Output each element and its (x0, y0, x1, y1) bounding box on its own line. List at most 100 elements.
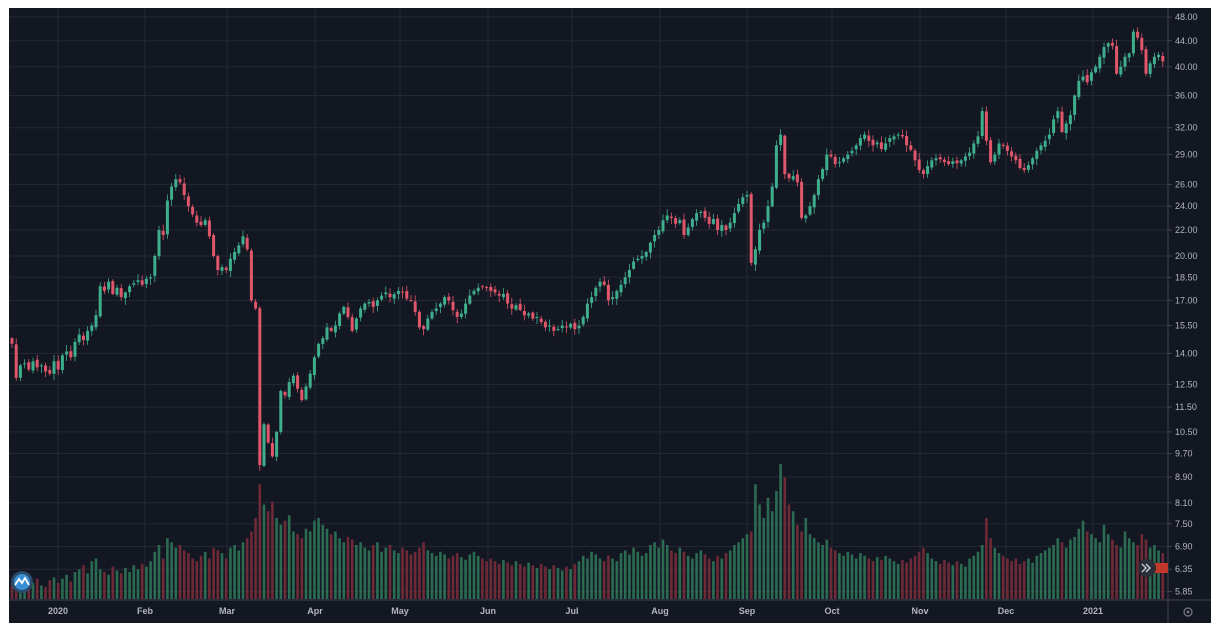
candle-body (317, 343, 321, 357)
candle-body (123, 292, 127, 299)
candle-body (287, 382, 291, 398)
price-tick-label: 12.50 (1175, 379, 1198, 389)
candle (52, 354, 56, 381)
candle (48, 366, 52, 376)
candle (136, 273, 140, 286)
volume-bar (871, 561, 875, 599)
candle-body (233, 251, 237, 260)
candle-body (283, 392, 287, 396)
candle (501, 287, 505, 300)
candle (606, 279, 610, 306)
volume-bar (262, 504, 266, 599)
volume-bar (695, 553, 698, 599)
price-axis[interactable]: 48.00 44.00 40.00 36.00 32.00 29.00 26.00 24.00… (1168, 12, 1198, 597)
candle-body (480, 286, 484, 288)
candle-body (829, 154, 833, 157)
candle (1001, 142, 1005, 149)
volume-bar (367, 550, 371, 599)
candle (669, 212, 673, 224)
volume-bar (493, 561, 497, 599)
candle-body (1068, 115, 1072, 125)
candle-body (1144, 49, 1148, 74)
candle (279, 389, 283, 435)
volume-bar (632, 547, 635, 599)
candle (249, 248, 253, 303)
volume-bar (892, 561, 896, 599)
volume-bar (254, 518, 257, 599)
candle-body (678, 220, 682, 224)
candle-body (493, 289, 497, 293)
volume-bar (401, 547, 404, 599)
volume-bar (779, 464, 782, 599)
candle-body (413, 301, 417, 312)
candle-body (86, 330, 90, 341)
candle-body (690, 219, 694, 227)
candle-body (896, 134, 900, 136)
candle (430, 309, 434, 321)
volume-bar (926, 553, 929, 599)
volume-bar (1043, 550, 1047, 599)
candle-body (879, 142, 883, 149)
volume-bar (35, 578, 39, 599)
candle-body (464, 303, 468, 314)
candle-body (304, 386, 308, 400)
candle (132, 279, 136, 288)
candle-body (73, 341, 77, 357)
candle-body (972, 143, 976, 154)
candle-body (854, 145, 858, 150)
candle (665, 209, 669, 224)
scroll-to-realtime-button[interactable] (1138, 559, 1168, 577)
gear-icon[interactable] (1183, 607, 1193, 617)
volume-bar (602, 561, 606, 599)
candle (535, 311, 539, 324)
candle-body (968, 152, 972, 157)
candle-body (539, 318, 543, 323)
candle (60, 353, 64, 374)
volume-bar (854, 558, 858, 599)
volume-bar (502, 559, 505, 599)
volume-bar (565, 566, 568, 599)
candle-body (1094, 66, 1098, 73)
time-axis[interactable]: 2020 Feb Mar Apr May Jun Jul Aug Sep Oct Nov Dec 202… (48, 606, 1103, 616)
candle (821, 167, 825, 182)
volume-bar (644, 553, 648, 599)
volume-bar (233, 545, 236, 599)
candle (140, 275, 144, 287)
candle (846, 150, 850, 164)
candle-body (476, 287, 480, 292)
candle (934, 153, 938, 166)
candle (716, 214, 720, 236)
price-tick-label: 36.00 (1175, 91, 1198, 101)
candle-body (245, 237, 249, 250)
volume-bar (300, 538, 304, 599)
volume-bar (481, 558, 484, 599)
candle-body (766, 206, 770, 222)
candle-body (884, 143, 888, 150)
candle-body (644, 251, 648, 257)
candle-body (119, 288, 123, 298)
volume-bar (439, 551, 442, 599)
volume-bar (619, 553, 623, 599)
volume-bar (896, 563, 900, 599)
logo-icon[interactable] (11, 571, 33, 593)
candle (1010, 146, 1014, 162)
candle (745, 190, 749, 204)
candle-body (111, 281, 115, 295)
candle-body (728, 222, 732, 229)
candle (73, 338, 77, 362)
volume-bar (346, 536, 350, 599)
price-tick-label: 14.00 (1175, 348, 1198, 358)
price-tick-label: 8.10 (1175, 498, 1193, 508)
candle-body (732, 213, 736, 224)
candle-body (770, 186, 774, 207)
candle (573, 318, 577, 335)
volume-bar (728, 550, 732, 599)
volume-bar (44, 586, 47, 599)
candle-body (367, 301, 371, 304)
candle (564, 321, 568, 333)
candle-body (1073, 95, 1077, 115)
candle (144, 276, 148, 289)
volume-bar (1010, 561, 1013, 599)
candle (800, 178, 804, 220)
